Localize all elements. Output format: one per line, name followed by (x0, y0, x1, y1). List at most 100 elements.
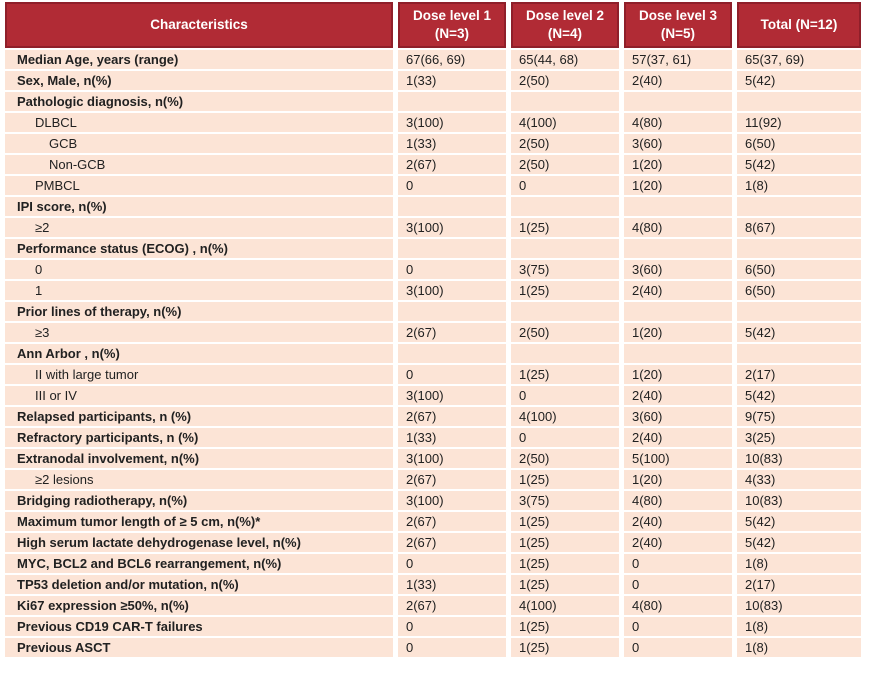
value-cell: 0 (624, 554, 732, 573)
value-cell: 1(25) (511, 575, 619, 594)
row-label-cell: 0 (5, 260, 393, 279)
value-cell: 5(42) (737, 386, 861, 405)
value-cell: 1(25) (511, 533, 619, 552)
value-cell (398, 197, 506, 216)
value-cell: 5(42) (737, 512, 861, 531)
table-row: Prior lines of therapy, n(%) (5, 302, 861, 321)
value-cell (624, 344, 732, 363)
table-header: Characteristics Dose level 1 (N=3) Dose … (5, 2, 861, 48)
table-row: Extranodal involvement, n(%) 3(100) 2(50… (5, 449, 861, 468)
table-row: TP53 deletion and/or mutation, n(%) 1(33… (5, 575, 861, 594)
table-row: Ki67 expression ≥50%, n(%) 2(67) 4(100) … (5, 596, 861, 615)
value-cell: 4(33) (737, 470, 861, 489)
value-cell: 1(33) (398, 428, 506, 447)
table-row: II with large tumor 0 1(25) 1(20) 2(17) (5, 365, 861, 384)
value-cell: 1(20) (624, 470, 732, 489)
value-cell (624, 302, 732, 321)
value-cell: 0 (511, 386, 619, 405)
value-cell: 3(60) (624, 134, 732, 153)
table-row: Median Age, years (range) 67(66, 69) 65(… (5, 50, 861, 69)
value-cell: 2(67) (398, 155, 506, 174)
value-cell: 0 (398, 638, 506, 657)
row-label-cell: Non-GCB (5, 155, 393, 174)
table-row: Bridging radiotherapy, n(%) 3(100) 3(75)… (5, 491, 861, 510)
table-row: PMBCL 0 0 1(20) 1(8) (5, 176, 861, 195)
table-row: 1 3(100) 1(25) 2(40) 6(50) (5, 281, 861, 300)
value-cell: 65(44, 68) (511, 50, 619, 69)
value-cell: 4(100) (511, 407, 619, 426)
value-cell: 2(67) (398, 512, 506, 531)
value-cell: 1(25) (511, 218, 619, 237)
value-cell: 0 (624, 617, 732, 636)
value-cell: 2(50) (511, 323, 619, 342)
value-cell (737, 239, 861, 258)
row-label-cell: ≥2 lesions (5, 470, 393, 489)
value-cell: 10(83) (737, 491, 861, 510)
row-label-cell: II with large tumor (5, 365, 393, 384)
row-label-cell: MYC, BCL2 and BCL6 rearrangement, n(%) (5, 554, 393, 573)
value-cell (624, 197, 732, 216)
value-cell: 2(67) (398, 407, 506, 426)
characteristics-table: Characteristics Dose level 1 (N=3) Dose … (5, 2, 861, 657)
row-label-cell: GCB (5, 134, 393, 153)
value-cell (398, 239, 506, 258)
table-row: GCB 1(33) 2(50) 3(60) 6(50) (5, 134, 861, 153)
table-row: Refractory participants, n (%) 1(33) 0 2… (5, 428, 861, 447)
value-cell: 1(25) (511, 365, 619, 384)
value-cell: 4(100) (511, 596, 619, 615)
value-cell: 3(100) (398, 491, 506, 510)
row-label-cell: Ki67 expression ≥50%, n(%) (5, 596, 393, 615)
row-label-cell: 1 (5, 281, 393, 300)
value-cell (624, 92, 732, 111)
value-cell: 11(92) (737, 113, 861, 132)
row-label-cell: TP53 deletion and/or mutation, n(%) (5, 575, 393, 594)
value-cell: 2(40) (624, 386, 732, 405)
value-cell: 2(67) (398, 323, 506, 342)
value-cell: 0 (398, 176, 506, 195)
row-label-cell: Previous CD19 CAR-T failures (5, 617, 393, 636)
row-label-cell: Previous ASCT (5, 638, 393, 657)
row-label-cell: DLBCL (5, 113, 393, 132)
value-cell (398, 344, 506, 363)
table-row: Maximum tumor length of ≥ 5 cm, n(%)* 2(… (5, 512, 861, 531)
value-cell (737, 302, 861, 321)
value-cell: 2(17) (737, 575, 861, 594)
value-cell: 1(25) (511, 617, 619, 636)
value-cell: 4(80) (624, 491, 732, 510)
value-cell: 3(100) (398, 386, 506, 405)
column-header-label: Dose level 1 (412, 8, 492, 24)
value-cell: 67(66, 69) (398, 50, 506, 69)
value-cell: 3(100) (398, 281, 506, 300)
column-header-sub: (N=4) (547, 26, 583, 41)
row-label-cell: ≥3 (5, 323, 393, 342)
value-cell: 2(40) (624, 512, 732, 531)
value-cell (737, 344, 861, 363)
value-cell: 2(50) (511, 71, 619, 90)
column-header-total: Total (N=12) (737, 2, 861, 48)
value-cell: 0 (398, 617, 506, 636)
row-label-cell: III or IV (5, 386, 393, 405)
row-label-cell: IPI score, n(%) (5, 197, 393, 216)
row-label-cell: Extranodal involvement, n(%) (5, 449, 393, 468)
value-cell: 2(40) (624, 71, 732, 90)
row-label-cell: Relapsed participants, n (%) (5, 407, 393, 426)
value-cell: 0 (511, 428, 619, 447)
value-cell: 0 (398, 260, 506, 279)
table-row: Sex, Male, n(%) 1(33) 2(50) 2(40) 5(42) (5, 71, 861, 90)
table-row: ≥3 2(67) 2(50) 1(20) 5(42) (5, 323, 861, 342)
table-row: Performance status (ECOG) , n(%) (5, 239, 861, 258)
value-cell: 1(25) (511, 470, 619, 489)
table-row: Relapsed participants, n (%) 2(67) 4(100… (5, 407, 861, 426)
column-header-dose-level-1: Dose level 1 (N=3) (398, 2, 506, 48)
value-cell: 1(33) (398, 71, 506, 90)
value-cell: 10(83) (737, 596, 861, 615)
value-cell: 2(40) (624, 281, 732, 300)
value-cell: 4(80) (624, 596, 732, 615)
value-cell: 3(100) (398, 449, 506, 468)
value-cell: 4(80) (624, 218, 732, 237)
value-cell: 6(50) (737, 134, 861, 153)
row-label-cell: Performance status (ECOG) , n(%) (5, 239, 393, 258)
row-label-cell: Maximum tumor length of ≥ 5 cm, n(%)* (5, 512, 393, 531)
row-label-cell: Median Age, years (range) (5, 50, 393, 69)
value-cell: 3(75) (511, 260, 619, 279)
